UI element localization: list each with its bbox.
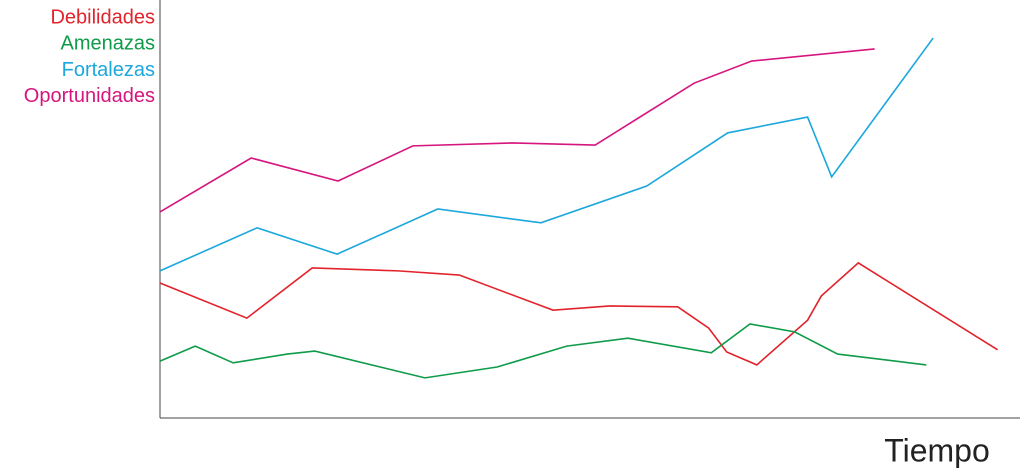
x-axis-label: Tiempo: [884, 432, 990, 468]
legend-entry: Fortalezas: [62, 59, 155, 81]
legend-entry: Oportunidades: [24, 85, 155, 107]
series-line: [159, 48, 875, 213]
series-line: [159, 37, 934, 272]
series-line: [159, 323, 927, 379]
legend-entry: Debilidades: [50, 6, 155, 28]
series-line: [159, 261, 999, 366]
legend-entry: Amenazas: [61, 33, 156, 55]
